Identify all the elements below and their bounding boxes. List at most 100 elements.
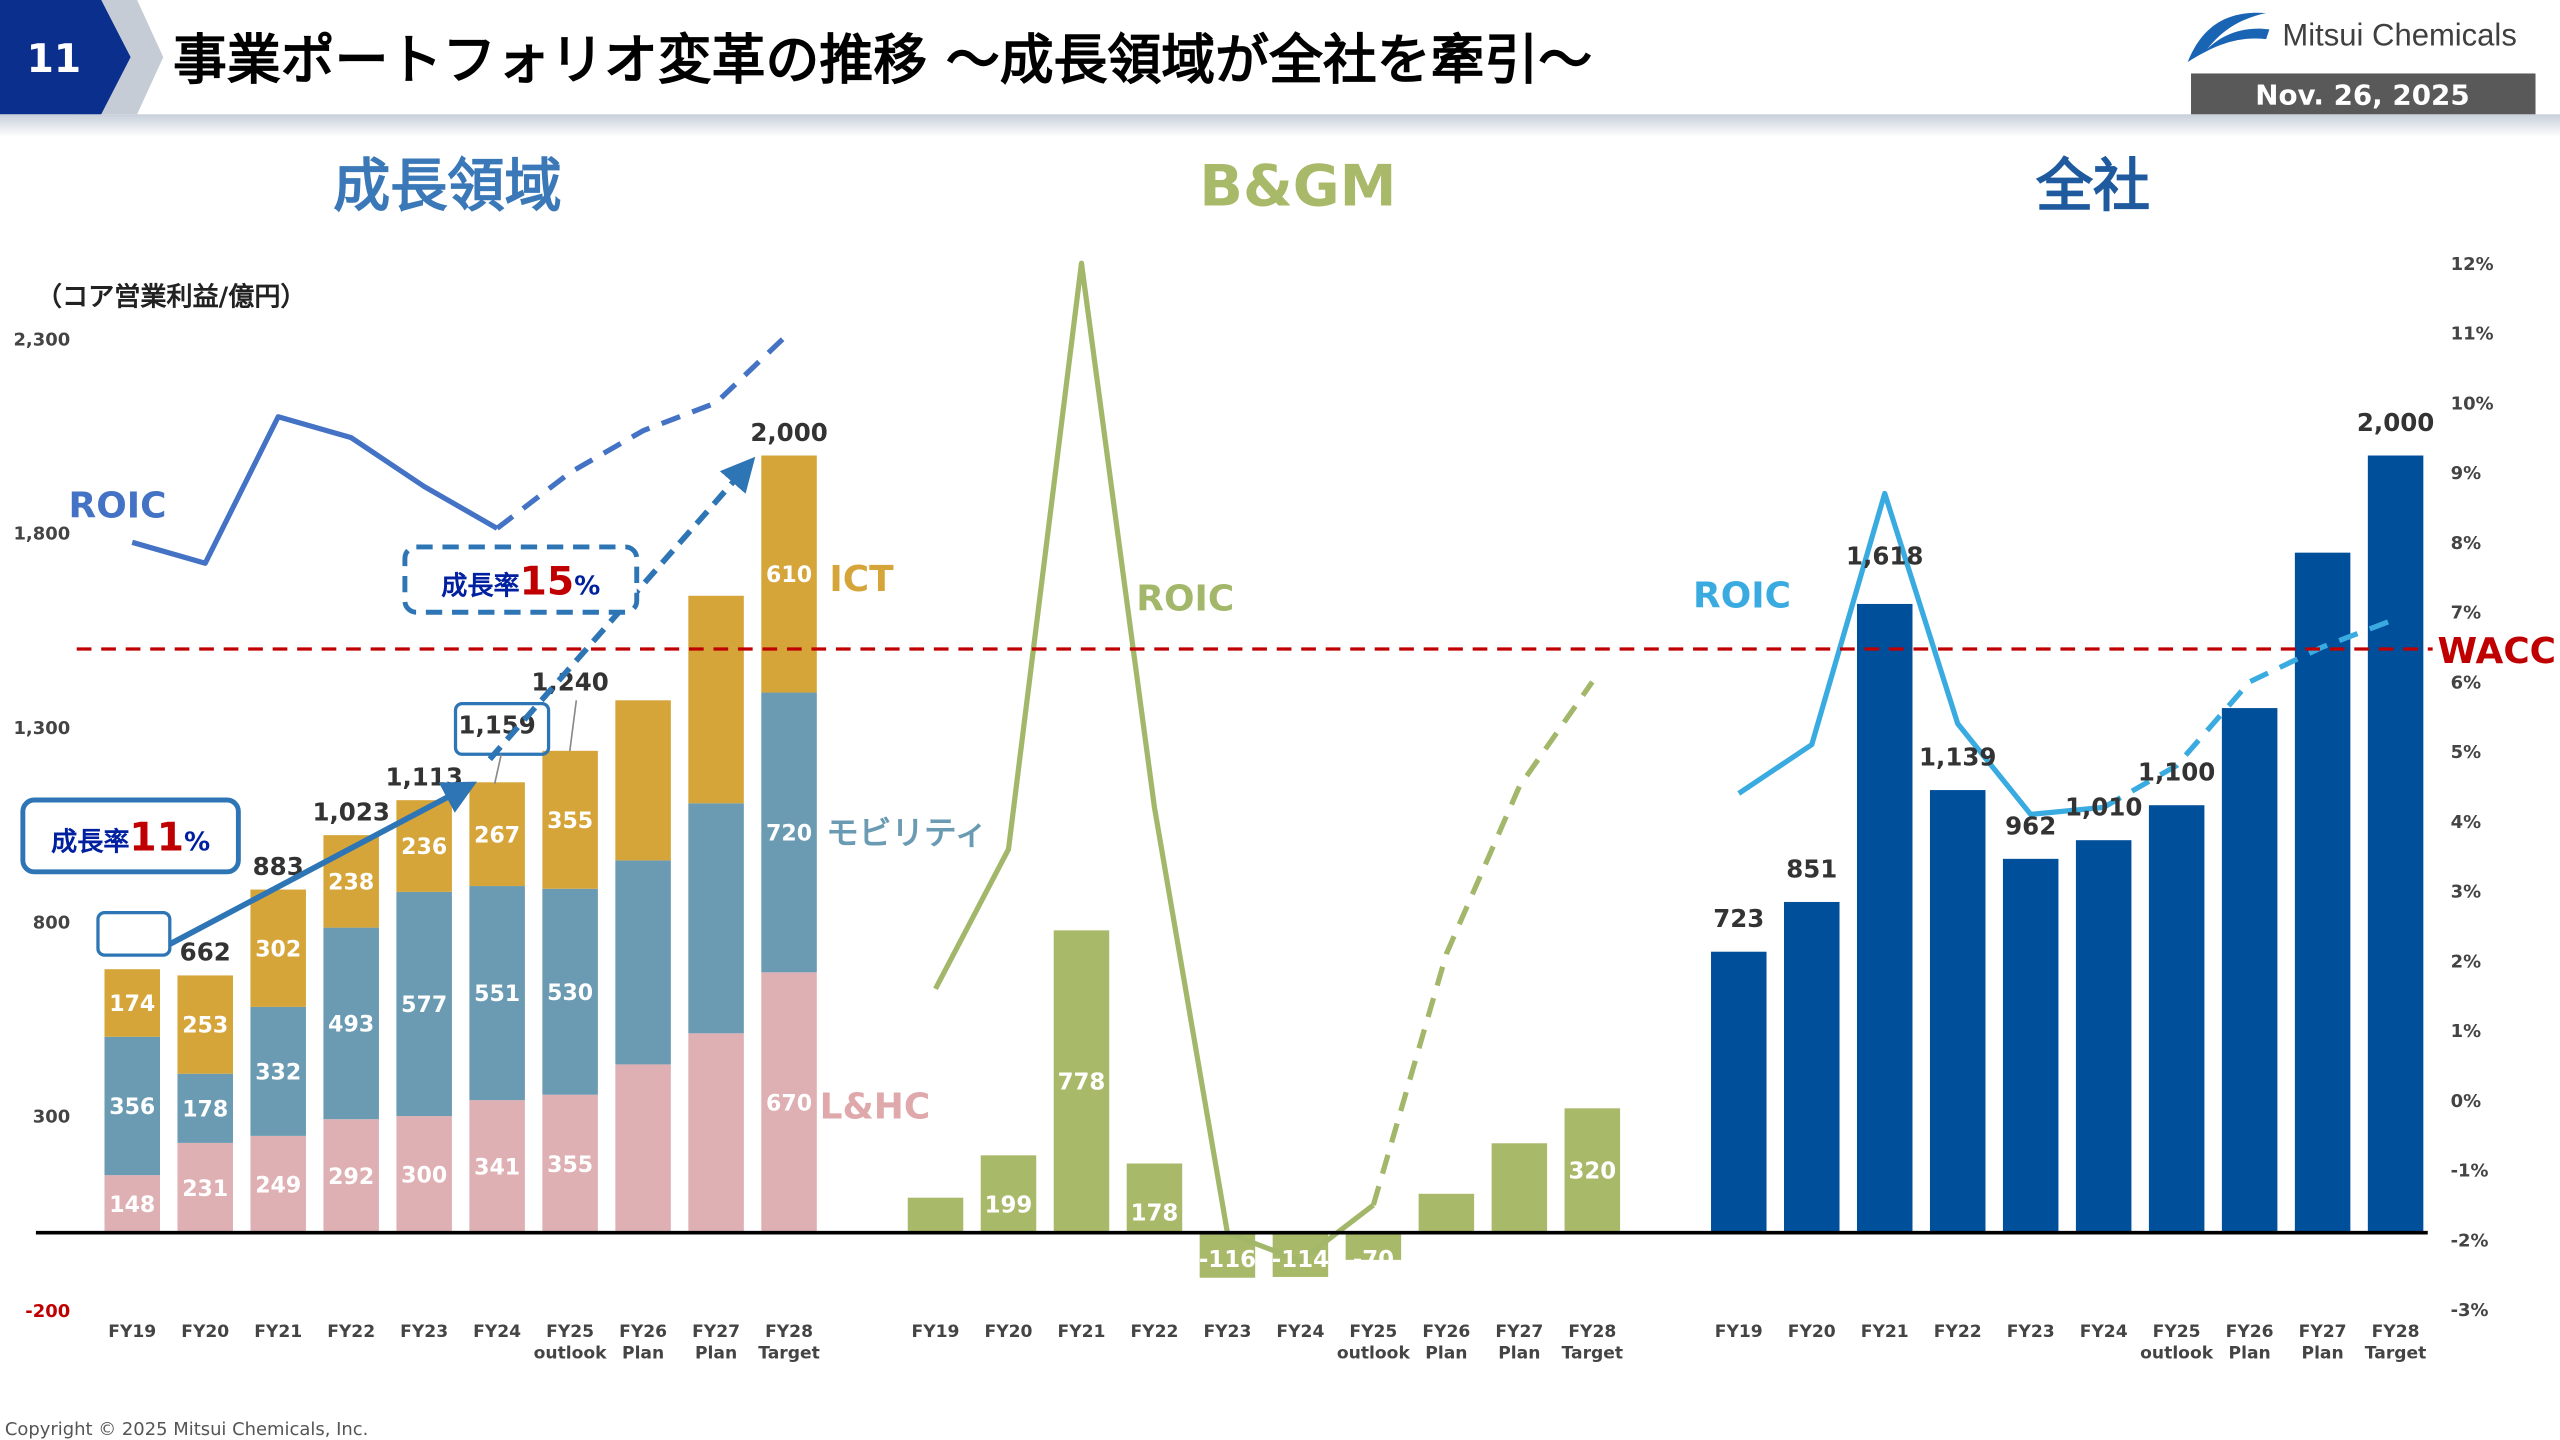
wacc-label: WACC: [2438, 631, 2556, 672]
left-tick-label: -200: [25, 1301, 70, 1322]
category-label: FY22: [1934, 1322, 1982, 1342]
right-tick-label: 3%: [2451, 882, 2481, 903]
category-label: FY27: [692, 1322, 740, 1342]
segment-value-label: 253: [182, 1014, 228, 1039]
growth-rate-box-2: [402, 544, 640, 615]
company-value-label: 1,100: [2138, 758, 2215, 787]
category-label-sub: Plan: [2229, 1343, 2271, 1363]
company-value-label: 962: [2005, 811, 2056, 840]
left-tick-label: 300: [33, 1107, 70, 1128]
category-label: FY19: [108, 1322, 156, 1342]
segment-value-label: 577: [401, 993, 447, 1018]
section-title-bgm: B&GM: [1199, 154, 1396, 220]
right-tick-label: 10%: [2451, 393, 2494, 414]
segment-value-label: 356: [109, 1095, 155, 1120]
category-label: FY28: [1568, 1322, 1616, 1342]
category-label: FY21: [1058, 1322, 1106, 1342]
total-value-label: 1,159: [458, 710, 535, 739]
bgm-value-label: 320: [1568, 1159, 1616, 1185]
leader-line-fy25: [568, 700, 578, 752]
category-labels: FY19 FY20 FY21 FY22 FY23 FY24 FY25outlookFY26P…: [108, 1322, 2426, 1363]
bar-segment-lhc: [323, 1119, 379, 1233]
segment-value-label: 267: [474, 823, 520, 848]
company-bar: [1856, 603, 1913, 1233]
category-label-sub: Target: [2365, 1343, 2427, 1363]
bar-segment-lhc: [177, 1142, 233, 1233]
total-value-label: 1,023: [312, 797, 389, 826]
company-bar: [2367, 455, 2424, 1233]
right-tick-label: 6%: [2451, 672, 2481, 693]
bar-segment-ict: [104, 969, 160, 1037]
segment-value-label: 231: [182, 1177, 228, 1202]
segment-value-label: 341: [474, 1156, 520, 1181]
roic-lines-layer: [131, 260, 2397, 1264]
company-value-label: 1,618: [1846, 542, 1923, 571]
segment-value-label: 530: [547, 981, 593, 1006]
roic-label-bgm: ROIC: [1136, 579, 1234, 620]
segment-value-label: 332: [255, 1061, 301, 1086]
right-tick-label: 0%: [2451, 1091, 2481, 1112]
category-label-sub: outlook: [2140, 1343, 2214, 1363]
header: 11 事業ポートフォリオ変革の推移 ～成長領域が全社を牽引～ Mitsui Ch…: [0, 0, 2560, 138]
bgm-value-label: 178: [1131, 1201, 1179, 1227]
category-label: FY24: [473, 1322, 521, 1342]
growth-rate-box-1: [20, 797, 241, 875]
category-label: FY24: [1276, 1322, 1324, 1342]
bgm-bar: [1418, 1193, 1475, 1233]
company-bar: [2002, 858, 2059, 1233]
segment-value-label: 300: [401, 1164, 447, 1189]
roic-line-plan: [495, 331, 791, 531]
section-title-growth: 成長領域: [333, 154, 562, 220]
left-tick-label: 1,800: [13, 524, 70, 545]
right-tick-label: 2%: [2451, 951, 2481, 972]
segment-value-label: 178: [182, 1097, 228, 1122]
segment-value-label: 610: [766, 563, 812, 588]
company-bar: [2221, 708, 2278, 1233]
category-label: FY23: [1203, 1322, 1251, 1342]
category-label-sub: Target: [758, 1343, 820, 1363]
category-label: FY20: [181, 1322, 229, 1342]
total-value-label: 2,000: [750, 418, 827, 447]
callout-box-fy24: [453, 702, 551, 756]
segment-value-label: 238: [328, 871, 374, 896]
category-label-sub: Plan: [1498, 1343, 1540, 1363]
bar-segment-ict: [615, 700, 671, 861]
segment-value-label: 551: [474, 982, 520, 1007]
segment-value-label: 292: [328, 1165, 374, 1190]
category-label: FY21: [1861, 1322, 1909, 1342]
roic-line-plan: [1370, 680, 1595, 1206]
right-tick-label: 12%: [2451, 254, 2494, 275]
company-bar: [1711, 951, 1767, 1233]
right-axis-ticks: 12% 11% 10% 9% 8% 7% 6% 5% 4% 3% 2% 1% 0% -1% -2% -3%: [2451, 254, 2494, 1321]
segment-value-label: 720: [766, 822, 812, 847]
category-label-sub: outlook: [534, 1343, 608, 1363]
bar-segment-mobility: [396, 891, 452, 1117]
category-label: FY27: [2299, 1322, 2347, 1342]
company-bar: [2294, 552, 2351, 1233]
right-tick-label: -3%: [2451, 1300, 2489, 1321]
company-value-label: 1,010: [2065, 793, 2142, 822]
company-value-label: 1,139: [1919, 743, 1996, 772]
bar-segment-ict: [761, 455, 817, 693]
company-value-label: 2,000: [2357, 408, 2434, 437]
mitsui-logo: Mitsui Chemicals: [2187, 12, 2517, 63]
growth-annotations: 成長率11% 成長率15% ROIC ICT モビリティ L&HC ROIC R…: [20, 456, 1791, 1127]
bar-segment-mobility: [688, 803, 744, 1034]
left-axis-ticks: 2,300 1,800 1,300 800 300 -200: [13, 329, 70, 1321]
left-tick-label: 800: [33, 912, 70, 933]
company-bar: [2148, 805, 2205, 1233]
bgm-value-label: 778: [1058, 1070, 1106, 1096]
company-bar: [1929, 790, 1986, 1233]
legend-mobility: モビリティ: [826, 814, 987, 852]
bar-segment-mobility: [615, 860, 671, 1065]
segment-value-label: 355: [547, 1153, 593, 1178]
category-label: FY23: [2007, 1322, 2055, 1342]
bar-segment-lhc: [688, 1033, 744, 1233]
right-tick-label: 4%: [2451, 812, 2481, 833]
category-label: FY28: [765, 1322, 813, 1342]
bgm-value-label: -116: [1199, 1247, 1256, 1273]
section-title-company: 全社: [2035, 154, 2150, 220]
legend-lhc: L&HC: [820, 1086, 931, 1127]
category-label: FY28: [2372, 1322, 2420, 1342]
page-title: 事業ポートフォリオ変革の推移 ～成長領域が全社を牽引～: [173, 28, 1592, 91]
